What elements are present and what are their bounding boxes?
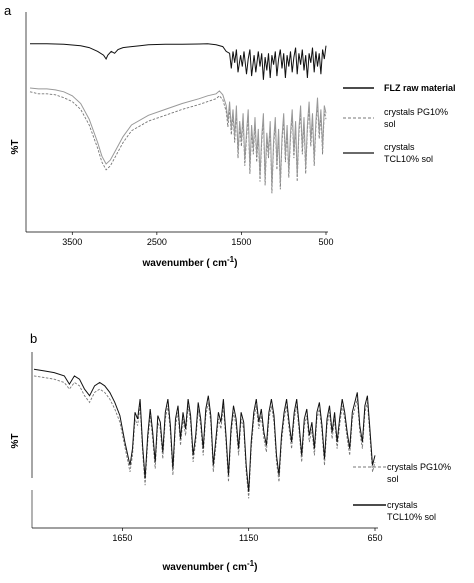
panel-b-series [33,368,376,499]
series-line-1 [30,43,327,80]
legend-b-label-tcl-2: TCL10% sol [387,512,436,522]
x-tick-label: 2500 [147,237,167,247]
panel-b-label: b [30,331,37,346]
panel-b-legend: crystals PG10% sol crystals TCL10% sol [353,462,451,522]
x-tick-label: 1150 [239,533,258,543]
legend-b-label-pg-2: sol [387,474,399,484]
legend-a-label-pg-2: sol [384,119,396,129]
legend-a-label-pg: crystals PG10% [384,107,448,117]
panel-b: b %T 1650 1150 650 wavenumber ( cm-1) crys… [10,331,451,573]
panel-a: a %T 3500 2500 1500 500 wavenumber ( cm-1) … [4,3,456,269]
legend-a-label-tcl-2: TCL10% sol [384,154,433,164]
panel-b-x-axis-label: wavenumber ( cm-1) [162,559,258,573]
series-line-2 [33,368,376,492]
panel-a-x-ticks: 3500 2500 1500 500 [62,232,334,247]
panel-b-x-ticks: 1650 1150 650 [112,528,383,543]
x-tick-label: 1650 [112,533,132,543]
x-tick-label: 3500 [62,237,82,247]
x-tick-label: 500 [318,237,333,247]
panel-a-label: a [4,3,12,18]
panel-a-legend: FLZ raw material crystals PG10% sol crys… [343,83,456,164]
legend-a-label-tcl: crystals [384,142,415,152]
panel-a-x-axis-label: wavenumber ( cm-1) [142,255,238,269]
series-line-3 [29,87,327,188]
panel-a-y-axis-label: %T [10,140,21,155]
series-line-1 [33,375,376,499]
panel-b-y-axis-label: %T [10,434,21,449]
legend-b-label-pg: crystals PG10% [387,462,451,472]
panel-a-series [29,43,327,194]
x-tick-label: 1500 [231,237,251,247]
legend-b-label-tcl: crystals [387,500,418,510]
x-tick-label: 650 [367,533,382,543]
legend-a-label-flz: FLZ raw material [384,83,456,93]
